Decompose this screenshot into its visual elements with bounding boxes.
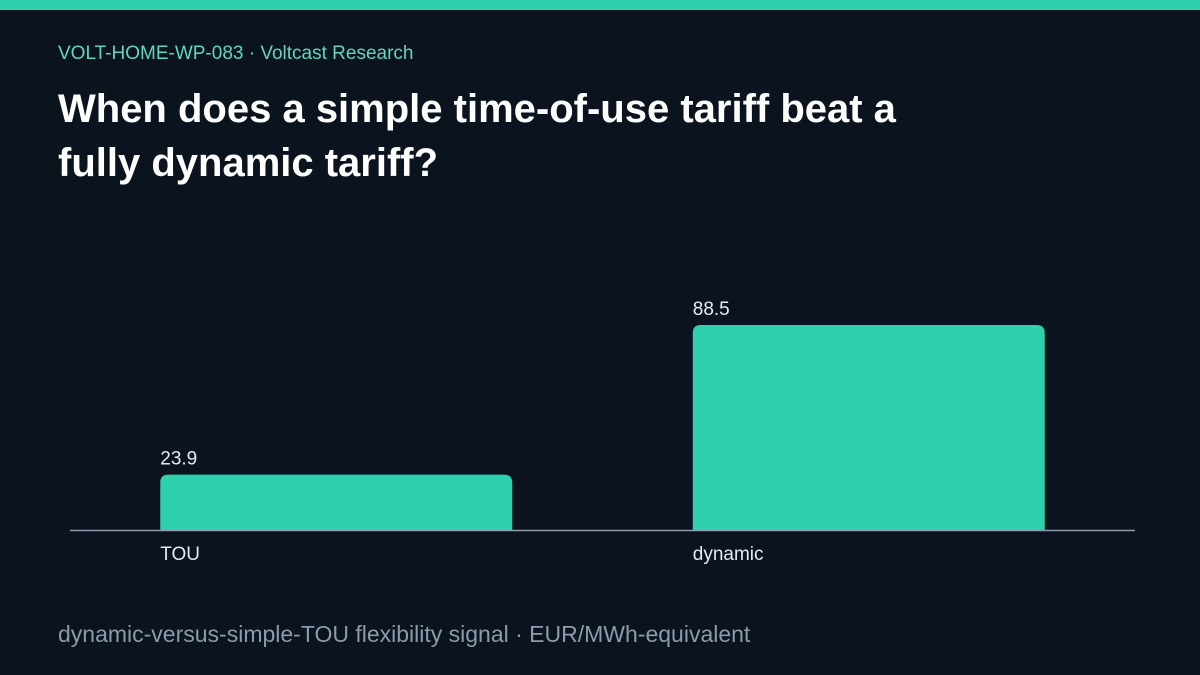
x-tick-label: dynamic (693, 544, 764, 565)
chart-title: When does a simple time-of-use tariff be… (58, 87, 896, 185)
bar (160, 474, 513, 530)
value-label: 88.5 (693, 299, 730, 320)
kicker: VOLT-HOME-WP-083 · Voltcast Research (58, 43, 414, 64)
chart: 23.9 TOU 88.5 dynamic (70, 299, 1135, 565)
top-accent-bar (0, 0, 1200, 10)
x-tick-label: TOU (160, 544, 200, 565)
value-label: 23.9 (160, 449, 197, 470)
caption: dynamic-versus-simple-TOU flexibility si… (58, 621, 751, 647)
bar (692, 325, 1045, 530)
